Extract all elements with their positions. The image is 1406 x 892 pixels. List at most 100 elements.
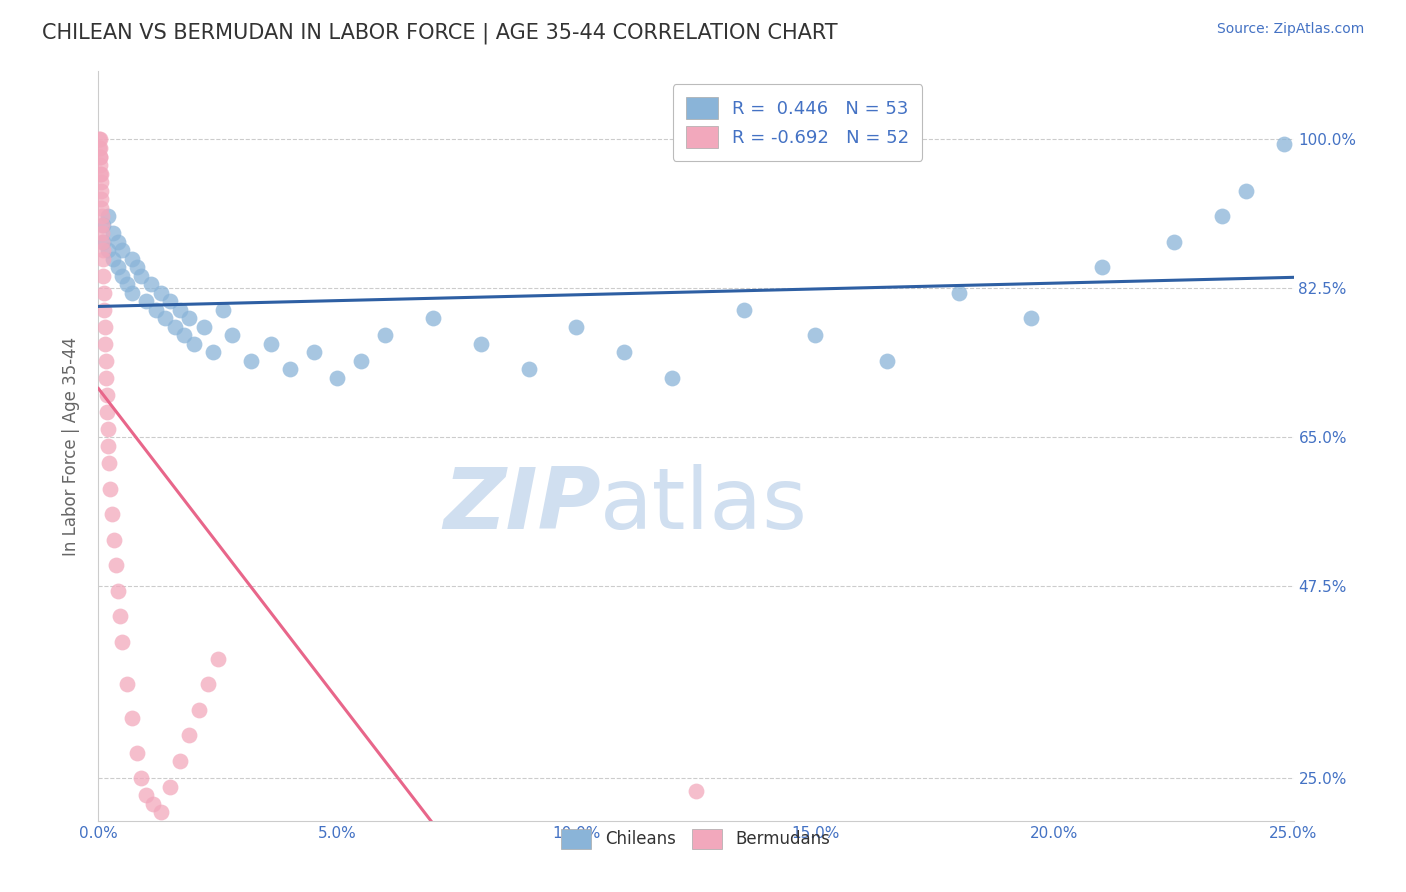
- Point: [145, 302, 167, 317]
- Point: [91, 268, 114, 283]
- Point: [90, 175, 112, 189]
- Point: [91, 235, 114, 249]
- Point: [101, 226, 124, 240]
- Point: [101, 252, 124, 266]
- Point: [685, 784, 707, 798]
- Point: [197, 677, 219, 691]
- Point: [90, 192, 112, 206]
- Point: [121, 252, 143, 266]
- Point: [149, 805, 172, 819]
- Point: [91, 235, 114, 249]
- Point: [169, 754, 191, 768]
- Point: [97, 439, 120, 453]
- Point: [104, 558, 127, 573]
- Point: [93, 302, 115, 317]
- Point: [221, 328, 243, 343]
- Y-axis label: In Labor Force | Age 35-44: In Labor Force | Age 35-44: [62, 336, 80, 556]
- Point: [179, 311, 201, 326]
- Point: [470, 336, 492, 351]
- Point: [259, 336, 281, 351]
- Point: [91, 226, 114, 240]
- Point: [96, 405, 118, 419]
- Point: [1163, 235, 1185, 249]
- Point: [121, 285, 143, 300]
- Point: [374, 328, 396, 343]
- Point: [207, 652, 229, 666]
- Point: [278, 362, 301, 376]
- Point: [115, 277, 138, 292]
- Point: [89, 158, 111, 172]
- Point: [89, 132, 111, 146]
- Point: [1091, 260, 1114, 275]
- Point: [91, 218, 114, 232]
- Point: [163, 319, 186, 334]
- Point: [240, 354, 263, 368]
- Point: [179, 729, 201, 743]
- Point: [89, 141, 111, 155]
- Point: [107, 260, 129, 275]
- Point: [93, 319, 115, 334]
- Point: [94, 354, 117, 368]
- Point: [94, 371, 117, 385]
- Text: Source: ZipAtlas.com: Source: ZipAtlas.com: [1216, 22, 1364, 37]
- Point: [948, 285, 970, 300]
- Point: [90, 201, 112, 215]
- Point: [350, 354, 373, 368]
- Point: [107, 583, 129, 598]
- Point: [93, 285, 115, 300]
- Point: [97, 243, 120, 257]
- Point: [302, 345, 325, 359]
- Point: [89, 149, 111, 163]
- Text: ZIP: ZIP: [443, 465, 600, 548]
- Point: [422, 311, 444, 326]
- Point: [94, 336, 117, 351]
- Point: [135, 788, 157, 802]
- Point: [96, 388, 118, 402]
- Point: [98, 482, 122, 496]
- Point: [96, 422, 118, 436]
- Point: [121, 711, 143, 725]
- Legend: Chileans, Bermudans: Chileans, Bermudans: [553, 821, 839, 857]
- Point: [90, 167, 112, 181]
- Point: [103, 533, 125, 547]
- Point: [193, 319, 215, 334]
- Point: [111, 268, 134, 283]
- Point: [97, 209, 120, 223]
- Point: [97, 456, 120, 470]
- Point: [517, 362, 540, 376]
- Point: [159, 294, 181, 309]
- Point: [1211, 209, 1233, 223]
- Point: [90, 209, 112, 223]
- Point: [90, 184, 112, 198]
- Point: [1272, 136, 1295, 151]
- Point: [661, 371, 683, 385]
- Point: [89, 141, 111, 155]
- Point: [89, 167, 111, 181]
- Point: [159, 780, 181, 794]
- Point: [108, 609, 131, 624]
- Point: [125, 746, 148, 760]
- Point: [142, 797, 165, 811]
- Point: [173, 328, 195, 343]
- Point: [115, 677, 138, 691]
- Point: [101, 507, 124, 521]
- Point: [876, 354, 898, 368]
- Text: atlas: atlas: [600, 465, 808, 548]
- Point: [139, 277, 162, 292]
- Point: [125, 260, 148, 275]
- Point: [131, 771, 153, 785]
- Point: [91, 252, 114, 266]
- Point: [169, 302, 191, 317]
- Point: [135, 294, 157, 309]
- Point: [149, 285, 172, 300]
- Point: [89, 149, 111, 163]
- Point: [613, 345, 636, 359]
- Point: [155, 311, 177, 326]
- Point: [107, 235, 129, 249]
- Point: [326, 371, 349, 385]
- Point: [211, 302, 233, 317]
- Point: [565, 319, 588, 334]
- Point: [131, 268, 153, 283]
- Point: [111, 243, 134, 257]
- Text: CHILEAN VS BERMUDAN IN LABOR FORCE | AGE 35-44 CORRELATION CHART: CHILEAN VS BERMUDAN IN LABOR FORCE | AGE…: [42, 22, 838, 44]
